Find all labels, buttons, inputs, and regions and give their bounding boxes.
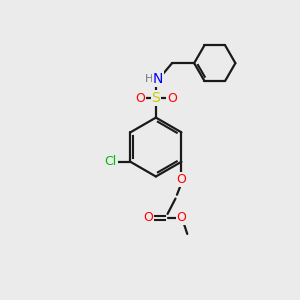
Text: O: O [176,173,186,186]
Text: N: N [153,72,164,86]
Text: Cl: Cl [104,155,117,168]
Text: O: O [135,92,145,105]
Text: O: O [167,92,177,105]
Text: O: O [143,211,153,224]
Text: O: O [176,211,186,224]
Text: S: S [152,92,160,106]
Text: H: H [145,74,154,84]
